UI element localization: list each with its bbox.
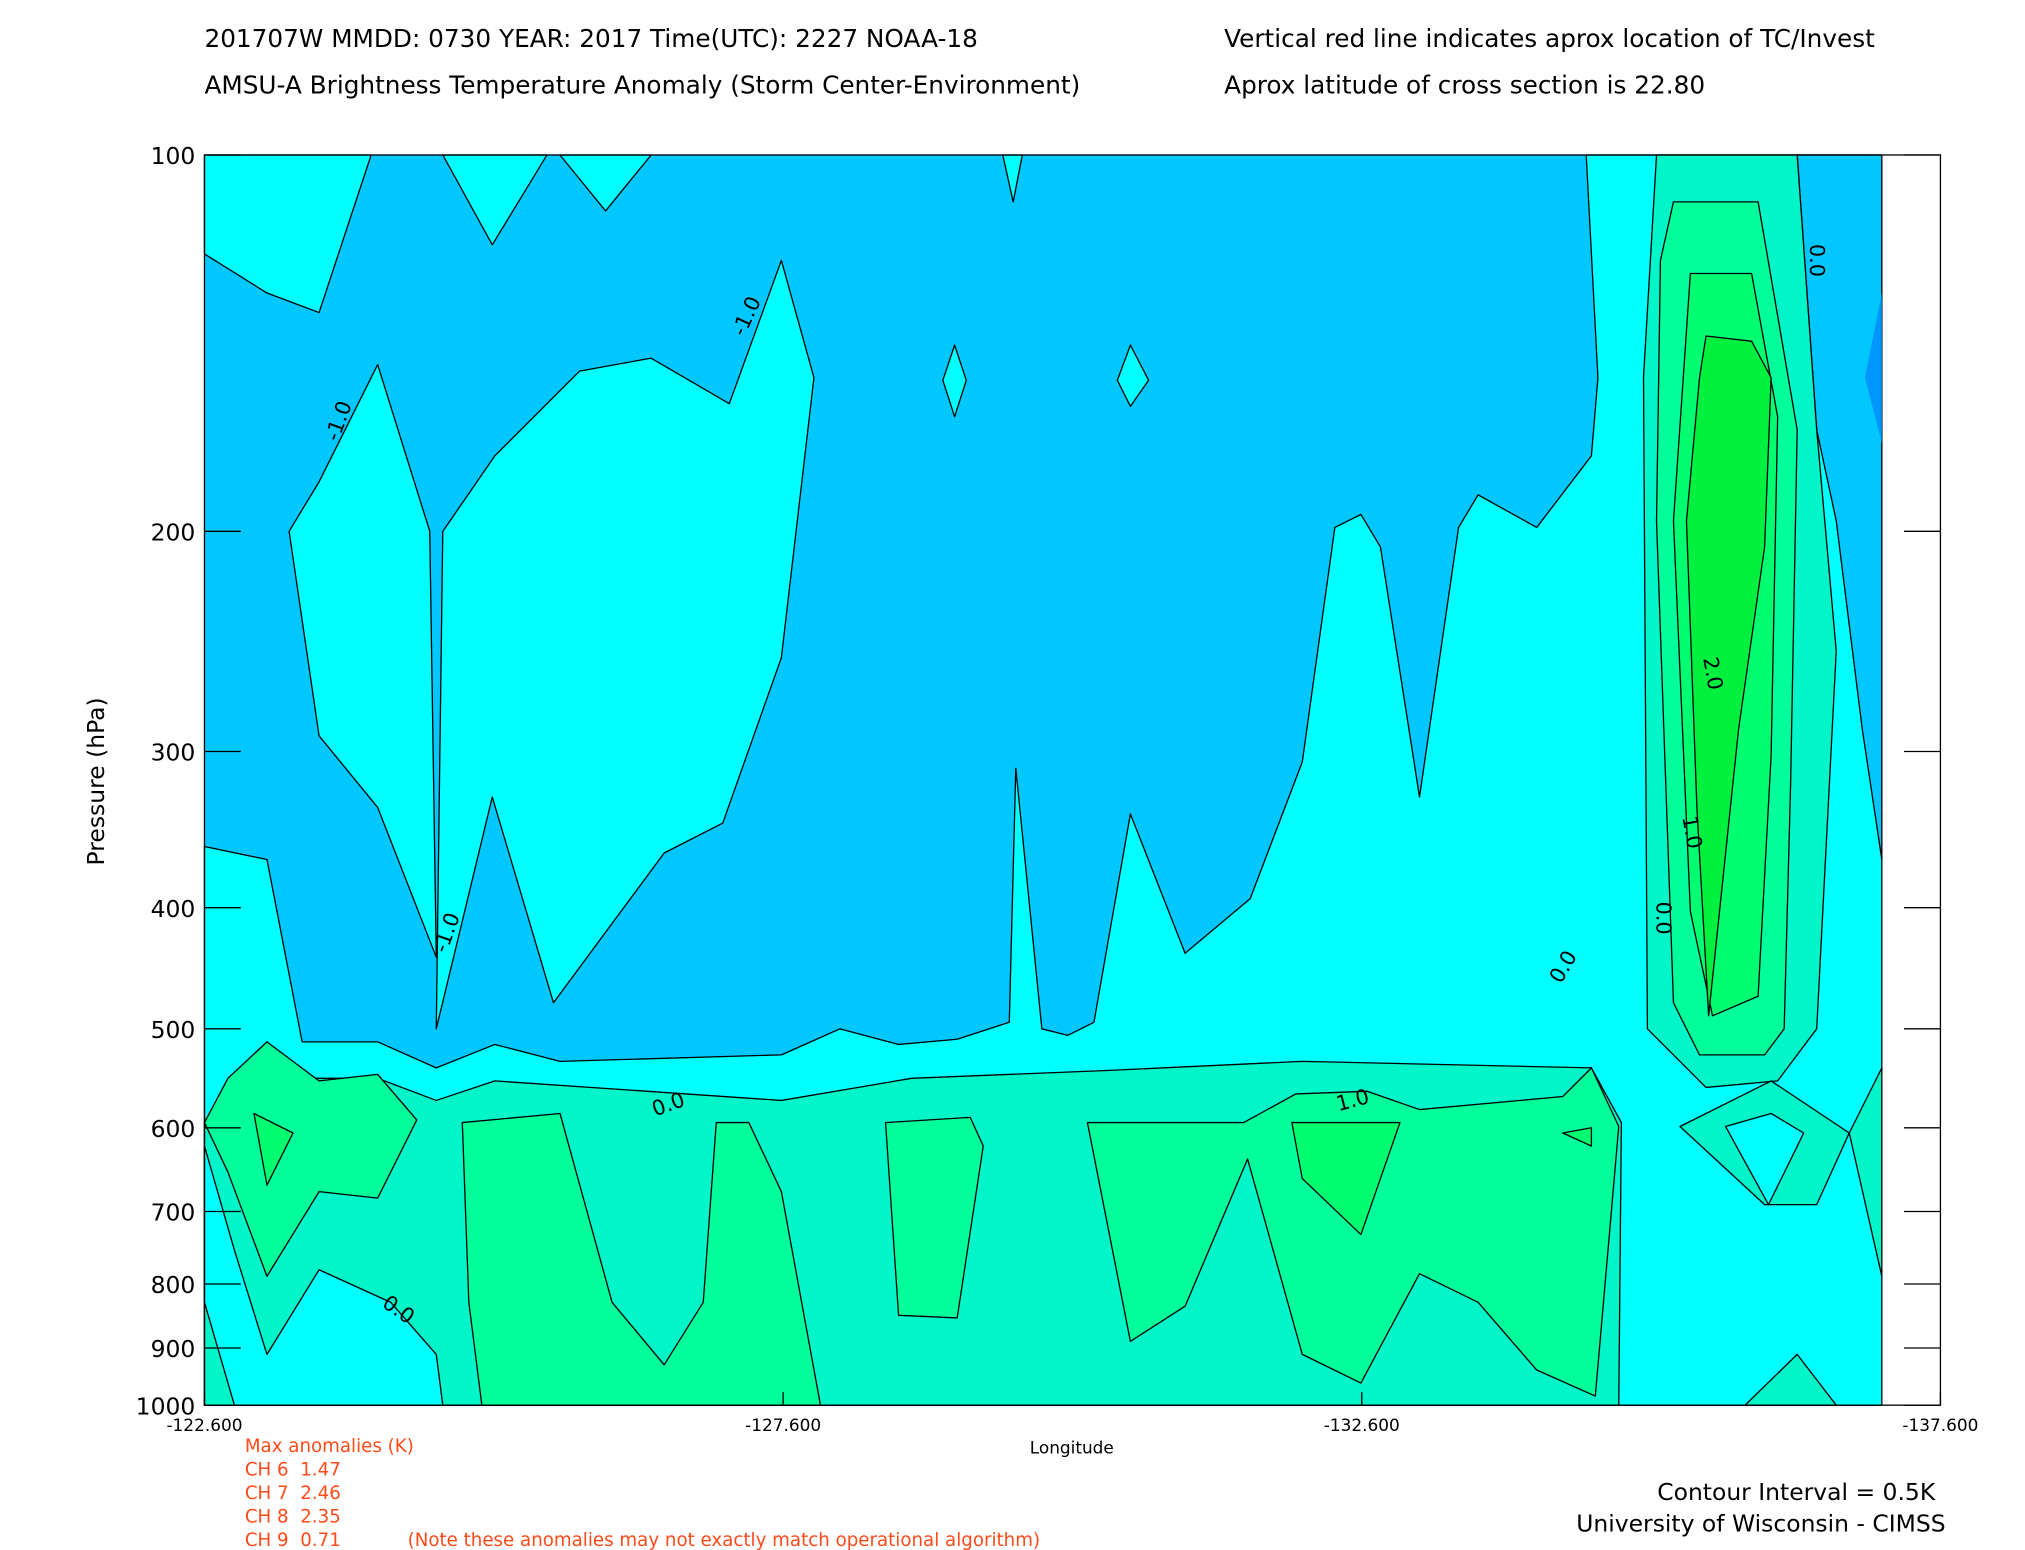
contour-fill xyxy=(435,259,815,1030)
footer: University of Wisconsin - CIMSS xyxy=(1576,1510,1945,1538)
x-tick-label: -127.600 xyxy=(745,1415,821,1435)
contour-fill xyxy=(1291,1121,1401,1236)
contour-label: 1.0 xyxy=(1677,814,1706,851)
y-tick-label: 1000 xyxy=(136,1392,196,1420)
anomaly-row: CH 7 2.46 xyxy=(245,1483,341,1504)
chart-subtitle: AMSU-A Brightness Temperature Anomaly (S… xyxy=(204,71,1080,100)
plot-frame xyxy=(203,154,1942,1406)
anomaly-row: CH 6 1.47 xyxy=(245,1460,341,1481)
y-tick-label: 100 xyxy=(151,142,196,170)
anomaly-row: CH 9 0.71 xyxy=(245,1530,341,1550)
contour-label: 2.0 xyxy=(1698,655,1727,692)
contour-fill xyxy=(1685,335,1772,1017)
chart-title: 201707W MMDD: 0730 YEAR: 2017 Time(UTC):… xyxy=(204,24,977,53)
anomaly-note: (Note these anomalies may not exactly ma… xyxy=(408,1530,1040,1550)
contour-fill xyxy=(1116,344,1150,407)
annotation: Aprox latitude of cross section is 22.80 xyxy=(1224,71,1705,100)
y-tick-label: 500 xyxy=(151,1016,196,1044)
contour-fill xyxy=(1724,1112,1805,1206)
y-tick-label: 800 xyxy=(151,1271,196,1299)
y-axis-label: Pressure (hPa) xyxy=(82,697,110,865)
contour-fill xyxy=(253,1112,294,1186)
contour-fill xyxy=(288,363,437,958)
y-tick-label: 600 xyxy=(151,1115,196,1143)
contour-fill xyxy=(1562,1127,1593,1147)
y-tick-label: 700 xyxy=(151,1199,196,1227)
contour-label: 0.0 xyxy=(1805,244,1829,277)
contour-fill xyxy=(203,1041,418,1277)
contour-fill xyxy=(1086,1067,1620,1397)
y-tick-label: 900 xyxy=(151,1335,196,1363)
contour-fill xyxy=(1848,1067,1883,1277)
x-axis-label: Longitude xyxy=(1030,1437,1114,1457)
y-tick-label: 400 xyxy=(151,895,196,923)
contour-fill xyxy=(461,1112,822,1406)
contour-fill xyxy=(203,1145,444,1406)
contour-fill xyxy=(884,1116,984,1319)
contour-fill xyxy=(942,344,967,418)
chart-body: 201707W MMDD: 0730 YEAR: 2017 Time(UTC):… xyxy=(82,24,1978,1550)
annotation: Vertical red line indicates aprox locati… xyxy=(1224,24,1875,53)
footer: Contour Interval = 0.5K xyxy=(1657,1478,1936,1506)
contour-label: 0.0 xyxy=(1652,902,1676,935)
anomaly-row: CH 8 2.35 xyxy=(245,1506,341,1527)
contour-field xyxy=(203,154,1883,1406)
anomaly-title: Max anomalies (K) xyxy=(245,1436,414,1457)
y-tick-label: 200 xyxy=(151,518,196,546)
y-tick-label: 300 xyxy=(151,739,196,767)
x-tick-label: -122.600 xyxy=(166,1415,242,1435)
x-tick-label: -137.600 xyxy=(1902,1415,1978,1435)
contour-fill xyxy=(1864,293,1882,443)
x-tick-label: -132.600 xyxy=(1324,1415,1400,1435)
